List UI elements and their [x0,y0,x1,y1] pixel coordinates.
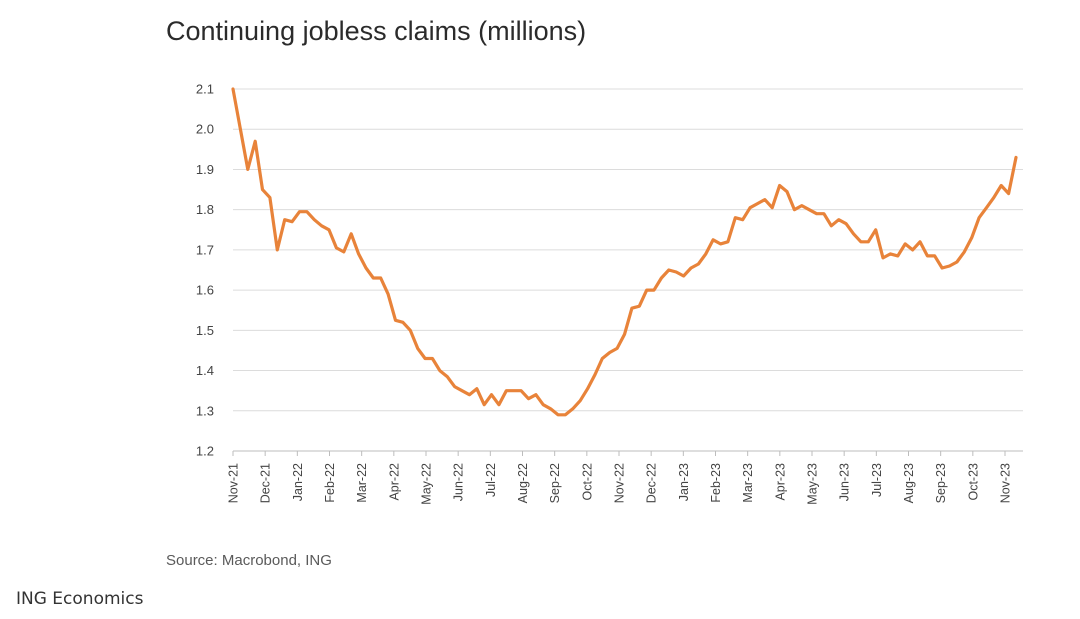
x-tick-label: Feb-23 [709,463,723,503]
gridlines [233,88,1023,452]
x-tick-label: Mar-22 [355,463,369,503]
x-tick-label: Jan-23 [677,463,691,501]
x-tick-label: Aug-22 [516,463,530,503]
image-credit: ING Economics [16,589,144,609]
y-tick-label: 1.2 [196,444,214,459]
x-tick-label: Oct-23 [966,463,980,501]
y-tick-label: 1.6 [196,283,214,298]
x-tick-label: Aug-23 [902,463,916,503]
x-tick-label: May-22 [420,463,434,505]
x-tick-label: May-23 [806,463,820,505]
line-chart: 2.1 2.0 1.9 1.8 1.7 1.6 1.5 1.4 1.3 1.2 Nov-21 Dec… [196,82,1023,505]
series-line-0 [231,87,1018,417]
x-tick-label: Oct-22 [580,463,594,501]
x-tick-label: Jun-22 [452,463,466,501]
chart-title: Continuing jobless claims (millions) [166,16,587,46]
x-tick-label: Apr-22 [387,463,401,501]
x-tick-label: Apr-23 [773,463,787,501]
x-tick-label: Dec-21 [259,463,273,503]
x-tick-label: Mar-23 [741,463,755,503]
y-tick-label: 1.7 [196,242,214,257]
x-tick-label: Jun-23 [838,463,852,501]
y-tick-label: 1.4 [196,363,214,378]
y-tick-label: 1.5 [196,323,214,338]
y-tick-label: 1.9 [196,162,214,177]
chart-source: Source: Macrobond, ING [166,552,332,569]
x-tick-label: Jul-23 [870,463,884,497]
y-tick-label: 1.8 [196,202,214,217]
x-tick-label: Dec-22 [645,463,659,503]
y-tick-label: 1.3 [196,403,214,418]
x-tick-label: Sep-23 [934,463,948,503]
y-tick-label: 2.1 [196,82,214,97]
x-tick-label: Jul-22 [484,463,498,497]
x-tick-label: Nov-21 [227,463,241,503]
x-tick-label: Feb-22 [323,463,337,503]
y-tick-label: 2.0 [196,122,214,137]
x-axis: Nov-21 Dec-21 Jan-22 Feb-22 Mar-22 Apr-22 May-… [227,450,1023,505]
x-tick-label: Nov-23 [999,463,1013,503]
y-axis: 2.1 2.0 1.9 1.8 1.7 1.6 1.5 1.4 1.3 1.2 [196,82,214,459]
series-lines [231,87,1018,417]
x-tick-label: Sep-22 [548,463,562,503]
x-tick-label: Nov-22 [613,463,627,503]
x-tick-label: Jan-22 [291,463,305,501]
